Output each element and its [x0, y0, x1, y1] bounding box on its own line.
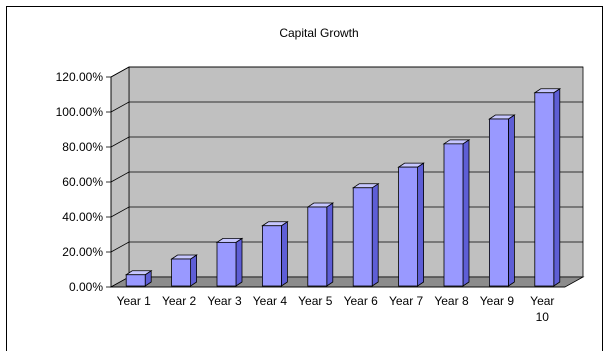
bar-side [507, 114, 515, 287]
x-tick-label: Year 3 [207, 294, 242, 308]
x-tick-label: Year 1 [117, 294, 152, 308]
bar-side [326, 202, 334, 287]
bar-front [171, 258, 192, 287]
gridline [110, 66, 583, 78]
bar-front [307, 206, 328, 287]
bar [442, 139, 471, 287]
bar-side [553, 88, 561, 287]
bar-side [417, 162, 425, 287]
x-tick-label: Year 2 [162, 294, 197, 308]
bar-side [280, 221, 288, 287]
y-tick-label: 120.00% [56, 70, 104, 84]
bar-front [261, 225, 282, 287]
y-tick-label: 80.00% [62, 140, 103, 154]
bar [170, 254, 198, 287]
y-tick-label: 40.00% [62, 210, 103, 224]
gridline [110, 241, 583, 253]
bar [261, 221, 289, 287]
gridline [110, 171, 583, 183]
bar-front [443, 143, 464, 287]
chart-frame: Capital Growth 0.00% 20.00% 40.00% 60.00% 80… [6, 6, 603, 351]
x-tick-label: Year 5 [298, 294, 333, 308]
y-tick-label: 0.00% [69, 280, 103, 294]
gridline [110, 136, 583, 148]
bar [215, 237, 244, 287]
bar-side [190, 254, 198, 287]
y-tick-label: 100.00% [56, 105, 104, 119]
bar-side [462, 139, 470, 287]
x-tick-label: Year 10 [530, 294, 554, 324]
x-tick-label: Year 8 [434, 294, 469, 308]
bar-front [534, 92, 555, 287]
y-tick-label: 60.00% [62, 175, 103, 189]
x-tick-label: Year 4 [253, 294, 288, 308]
y-tick-label: 20.00% [62, 245, 103, 259]
bar-front [398, 166, 419, 287]
bar [533, 88, 562, 287]
bar [351, 183, 380, 287]
chart-title: Capital Growth [279, 26, 358, 40]
x-tick-label: Year 9 [480, 294, 515, 308]
x-tick-label: Year 6 [344, 294, 379, 308]
bar [488, 114, 516, 287]
bar-front [216, 241, 237, 287]
bar-front [488, 118, 509, 287]
bar-front [352, 187, 373, 287]
gridline [110, 206, 583, 218]
bar-side [235, 237, 243, 287]
bar [124, 270, 153, 287]
bar-front [125, 274, 146, 287]
gridline [110, 101, 583, 113]
bar-side [371, 183, 379, 287]
capital-growth-chart: Capital Growth 0.00% 20.00% 40.00% 60.00% 80… [56, 26, 585, 324]
bar [397, 162, 425, 287]
bar [306, 202, 335, 287]
x-tick-label: Year 7 [389, 294, 424, 308]
